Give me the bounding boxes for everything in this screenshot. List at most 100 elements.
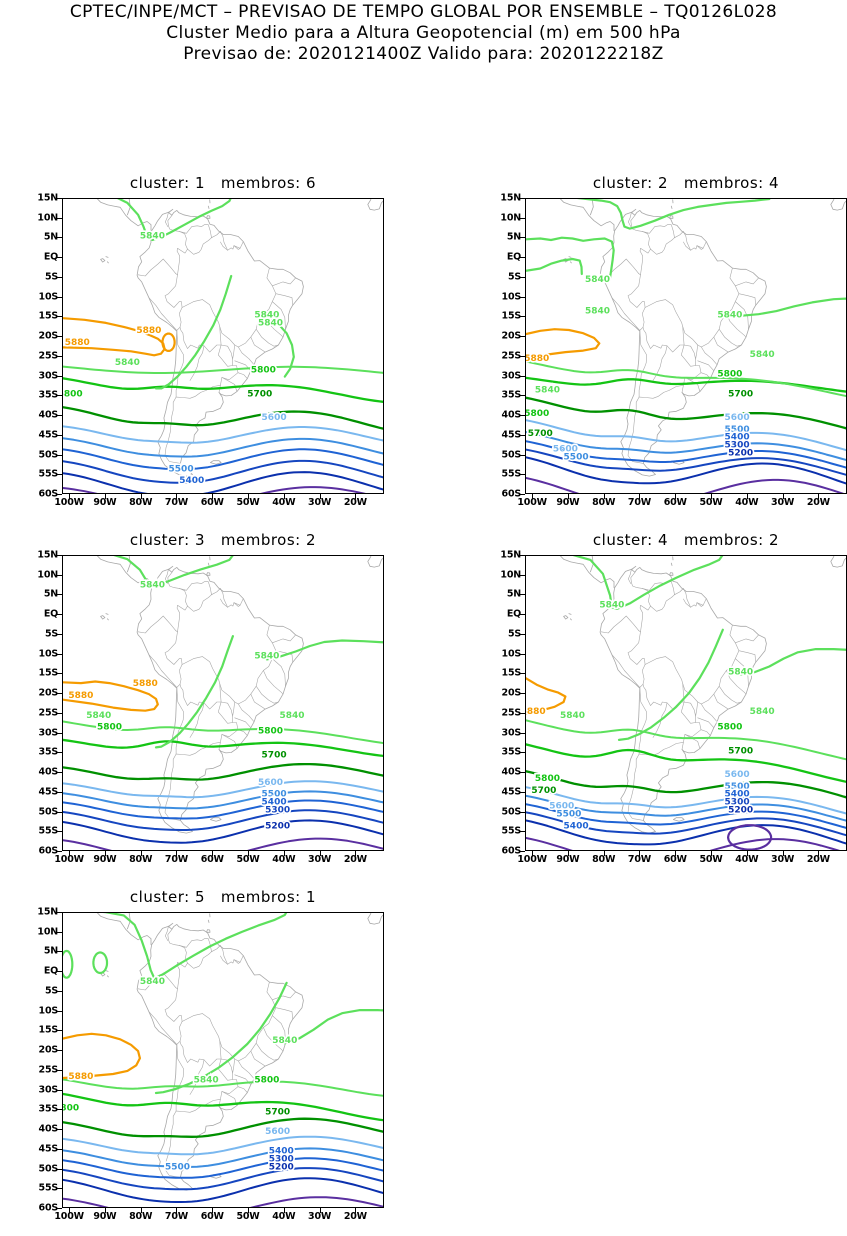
contour-label: 5600: [549, 802, 574, 812]
svg-text:5600: 5600: [725, 770, 750, 780]
y-axis-label: 15N: [500, 549, 521, 561]
y-axis-label: 25S: [501, 707, 522, 719]
y-axis-label: 5S: [507, 628, 521, 640]
members-count: 2: [306, 531, 317, 549]
contour-label: 5840: [140, 231, 165, 241]
y-tick: [57, 1129, 62, 1131]
y-tick: [57, 375, 62, 377]
contour-label: 5840: [585, 306, 610, 316]
contour-label: 5600: [258, 778, 283, 788]
contour-label: 5200: [728, 449, 753, 459]
y-tick: [57, 752, 62, 754]
y-axis-label: 25S: [38, 350, 59, 362]
contour-label: 5200: [269, 1163, 294, 1173]
y-tick: [520, 375, 525, 377]
y-axis-label: 5N: [506, 231, 521, 243]
svg-text:5840: 5840: [254, 310, 279, 320]
contour-label: 5840: [140, 581, 165, 591]
x-tick: [567, 494, 569, 499]
svg-text:5880: 5880: [68, 1072, 93, 1082]
contour-label: 5840: [750, 707, 775, 717]
x-axis-label: 40W: [735, 497, 759, 508]
contour-label: 5840: [599, 600, 624, 610]
x-axis-label: 30W: [771, 854, 795, 865]
y-axis-label: 60S: [38, 488, 59, 500]
cluster-number: 2: [658, 174, 669, 192]
y-tick: [57, 198, 62, 199]
contour-label: 5840: [535, 385, 560, 395]
x-tick: [319, 851, 321, 856]
y-axis-label: 20S: [501, 330, 522, 342]
x-axis-label: 40W: [272, 497, 296, 508]
y-tick: [57, 712, 62, 714]
x-axis-label: 100W: [517, 497, 547, 508]
contour-layer: [63, 913, 383, 1207]
y-axis-label: 45S: [38, 429, 59, 441]
x-axis-label: 60W: [663, 497, 687, 508]
y-tick: [520, 614, 525, 616]
x-axis-label: 80W: [129, 854, 153, 865]
contour-label: 5800: [97, 723, 122, 733]
y-axis-label: 30S: [38, 727, 59, 739]
y-tick: [57, 673, 62, 675]
y-tick: [57, 454, 62, 456]
y-axis-label: 20S: [38, 1044, 59, 1056]
svg-text:5500: 5500: [556, 809, 581, 819]
y-tick: [57, 574, 62, 576]
cluster-label: cluster:: [129, 531, 190, 549]
y-axis-label: 55S: [501, 468, 522, 480]
contour-label: 5880: [68, 1072, 93, 1082]
contour-label: 5500: [725, 425, 750, 435]
members-label: membros:: [220, 174, 301, 192]
y-axis-label: 25S: [38, 707, 59, 719]
x-axis-label: 40W: [735, 854, 759, 865]
y-tick: [520, 791, 525, 793]
y-axis-label: 35S: [38, 746, 59, 758]
contour-label: 5700: [247, 389, 272, 399]
y-tick: [57, 316, 62, 318]
y-tick: [520, 474, 525, 476]
y-axis-label: 35S: [38, 389, 59, 401]
svg-text:5840: 5840: [140, 977, 165, 987]
y-axis-label: 45S: [38, 1143, 59, 1155]
header-line-variable: Cluster Medio para a Altura Geopotencial…: [166, 23, 681, 43]
y-axis-label: 15S: [38, 1024, 59, 1036]
contour-label: 5800: [63, 1103, 79, 1113]
y-axis-label: 15S: [501, 310, 522, 322]
y-tick: [520, 851, 525, 852]
y-axis-label: 10N: [37, 926, 58, 938]
contour-label: 5200: [265, 821, 290, 831]
y-tick: [520, 336, 525, 338]
y-axis-label: 30S: [38, 1084, 59, 1096]
svg-text:5800: 5800: [251, 366, 276, 376]
y-tick: [520, 434, 525, 436]
svg-text:5700: 5700: [528, 429, 553, 439]
y-axis-label: 55S: [38, 468, 59, 480]
panel-title-2: cluster: 2 membros: 4: [485, 174, 847, 192]
y-axis-label: EQ: [506, 251, 521, 263]
plot-frame-2: 5840 5840 5840 5840 5840 5840 5880 5880 5840 5840…: [525, 198, 847, 494]
y-tick: [57, 990, 62, 992]
y-axis-label: 5S: [507, 271, 521, 283]
contour-map-3: 5840584058405840588058805880588058405840…: [63, 556, 383, 850]
svg-text:5600: 5600: [725, 413, 750, 423]
y-tick: [57, 791, 62, 793]
plot-frame-5: 5840 5840 5840 5840 5880 5880 5840 5840 5800 5800…: [62, 912, 384, 1208]
contour-label: 5840: [717, 310, 742, 320]
svg-text:5600: 5600: [265, 1127, 290, 1137]
y-tick: [520, 355, 525, 357]
svg-text:5700: 5700: [247, 389, 272, 399]
contour-label: 5400: [269, 1147, 294, 1157]
y-tick: [520, 316, 525, 318]
x-axis-label: 90W: [556, 497, 580, 508]
contour-label: 5200: [728, 806, 753, 816]
svg-text:5500: 5500: [725, 782, 750, 792]
x-axis-label: 50W: [699, 497, 723, 508]
contour-label: 5500: [725, 782, 750, 792]
contour-map-1: 5840584058405840584058405880588058805880…: [63, 199, 383, 493]
contour-label: 5840: [750, 350, 775, 360]
y-tick: [520, 693, 525, 695]
x-axis-label: 100W: [54, 854, 84, 865]
header-line-model: CPTEC/INPE/MCT – PREVISAO DE TEMPO GLOBA…: [69, 2, 778, 22]
coastline-layer: [96, 556, 383, 834]
